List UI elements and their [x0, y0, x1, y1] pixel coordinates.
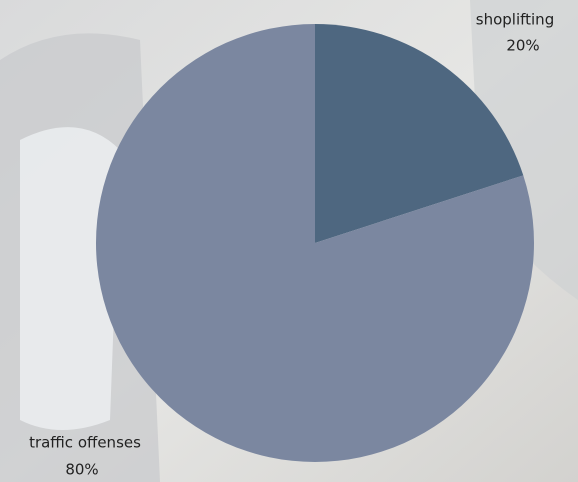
slice-value-label: 80%	[65, 461, 98, 479]
slice-label: traffic offenses	[29, 434, 141, 452]
pie-slice	[315, 24, 524, 243]
background-car-right	[470, 0, 578, 300]
slice-value-label: 20%	[506, 37, 539, 55]
background-car-door	[20, 127, 120, 430]
slice-label: shoplifting	[476, 11, 554, 29]
pie-slice	[95, 24, 534, 462]
